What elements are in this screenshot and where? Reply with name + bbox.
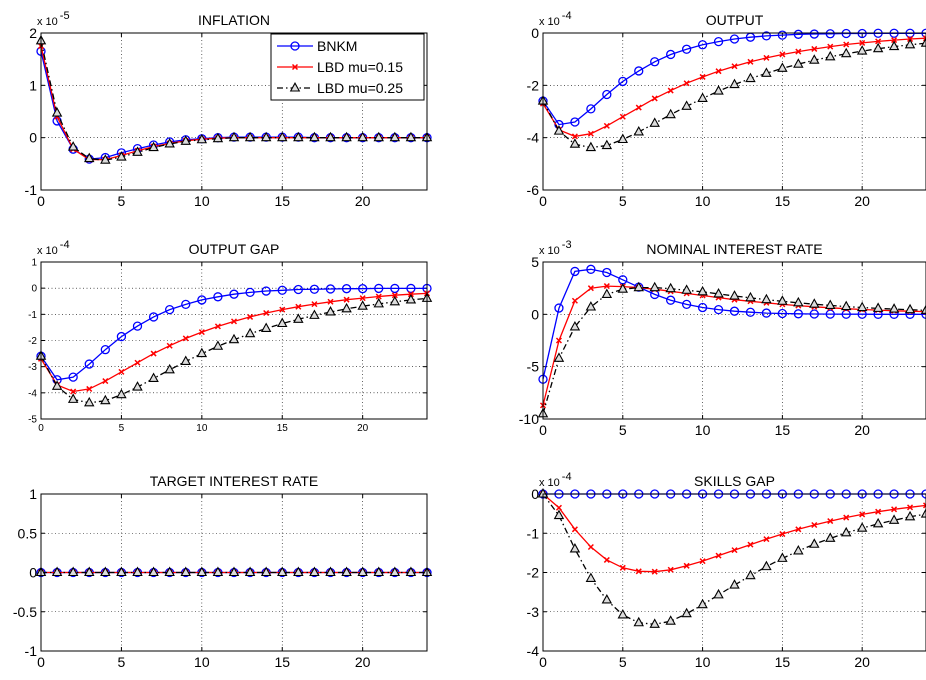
chart-panel-5: 0 5 10 15 20 -1 -0.5 0 0.5 1 TARGET INTEREST RATE — [13, 473, 431, 670]
y-tick-label: -5 — [527, 359, 540, 375]
x-tick-label: 15 — [775, 654, 791, 670]
plot-area — [543, 33, 926, 190]
y-tick-label: -2 — [527, 565, 540, 581]
x-tick-label: 15 — [277, 423, 289, 434]
x-tick-label: 15 — [274, 193, 290, 209]
axis-exponent-power: -4 — [562, 10, 572, 22]
chart-title: SKILLS GAP — [694, 473, 775, 489]
y-tick-label: -3 — [28, 362, 37, 373]
y-tick-label: -1 — [25, 182, 38, 198]
legend-label: LBD mu=0.25 — [317, 80, 403, 96]
y-tick-label: -3 — [527, 604, 540, 620]
axis-exponent: x 10 — [539, 245, 560, 257]
y-tick-label: 0 — [29, 565, 37, 581]
x-tick-label: 0 — [539, 422, 547, 438]
y-tick-label: 0 — [531, 306, 539, 322]
x-tick-label: 10 — [196, 423, 208, 434]
axis-exponent: x 10 — [37, 245, 58, 257]
y-tick-label: 1 — [29, 77, 37, 93]
axis-exponent: x 10 — [539, 477, 560, 489]
y-tick-label: -5 — [28, 415, 37, 426]
y-tick-label: 0 — [31, 284, 37, 295]
chart-title: NOMINAL INTEREST RATE — [646, 241, 822, 257]
x-tick-label: 5 — [619, 422, 627, 438]
x-tick-label: 15 — [775, 193, 791, 209]
axis-exponent-power: -5 — [60, 10, 70, 22]
y-tick-label: -4 — [527, 130, 540, 146]
axis-exponent-power: -3 — [562, 239, 572, 251]
x-tick-label: 20 — [355, 654, 371, 670]
y-tick-label: -4 — [28, 388, 37, 399]
x-tick-label: 5 — [119, 423, 125, 434]
y-tick-label: 0 — [531, 25, 539, 41]
axis-exponent: x 10 — [539, 16, 560, 28]
y-tick-label: 1 — [31, 258, 37, 269]
legend-label: LBD mu=0.15 — [317, 59, 403, 75]
legend: BNKM LBD mu=0.15 LBD mu=0.25 — [271, 34, 424, 100]
y-tick-label: 5 — [531, 254, 539, 270]
x-tick-label: 20 — [854, 654, 870, 670]
x-tick-label: 5 — [118, 654, 126, 670]
y-tick-label: 2 — [29, 25, 37, 41]
x-tick-label: 10 — [695, 193, 711, 209]
legend-label: BNKM — [317, 38, 357, 54]
y-tick-label: -1 — [25, 643, 38, 659]
y-tick-label: -1 — [527, 525, 540, 541]
x-tick-label: 20 — [357, 423, 369, 434]
y-tick-label: 0 — [531, 486, 539, 502]
chart-title: OUTPUT — [706, 12, 764, 28]
x-tick-label: 15 — [274, 654, 290, 670]
x-tick-label: 20 — [854, 193, 870, 209]
y-tick-label: 1 — [29, 486, 37, 502]
x-tick-label: 10 — [194, 654, 210, 670]
plot-area — [543, 262, 926, 419]
axis-exponent-power: -4 — [60, 239, 70, 251]
chart-title: TARGET INTEREST RATE — [150, 473, 319, 489]
x-tick-label: 5 — [619, 193, 627, 209]
chart-title: INFLATION — [198, 12, 270, 28]
x-tick-label: 10 — [695, 654, 711, 670]
x-tick-label: 20 — [854, 422, 870, 438]
y-tick-label: -6 — [527, 182, 540, 198]
x-tick-label: 5 — [619, 654, 627, 670]
x-tick-label: 10 — [194, 193, 210, 209]
axis-exponent: x 10 — [37, 16, 58, 28]
x-tick-label: 10 — [695, 422, 711, 438]
y-tick-label: -0.5 — [13, 604, 37, 620]
x-tick-label: 0 — [539, 654, 547, 670]
x-tick-label: 0 — [539, 193, 547, 209]
y-tick-label: -4 — [527, 643, 540, 659]
axis-exponent-power: -4 — [562, 471, 572, 483]
x-tick-label: 20 — [355, 193, 371, 209]
y-tick-label: -2 — [28, 336, 37, 347]
y-tick-label: 0 — [29, 130, 37, 146]
x-tick-label: 0 — [38, 423, 44, 434]
y-tick-label: -1 — [28, 310, 37, 321]
x-tick-label: 15 — [775, 422, 791, 438]
y-tick-label: -2 — [527, 77, 540, 93]
y-tick-label: -10 — [519, 411, 539, 427]
chart-title: OUTPUT GAP — [189, 241, 280, 257]
x-tick-label: 0 — [37, 654, 45, 670]
chart-panel-4: 0 5 10 15 20 -10 -5 0 5 NOMINAL INTEREST RATE x 10… — [519, 239, 926, 438]
y-tick-label: 0.5 — [18, 525, 38, 541]
x-tick-label: 5 — [118, 193, 126, 209]
x-tick-label: 0 — [37, 193, 45, 209]
